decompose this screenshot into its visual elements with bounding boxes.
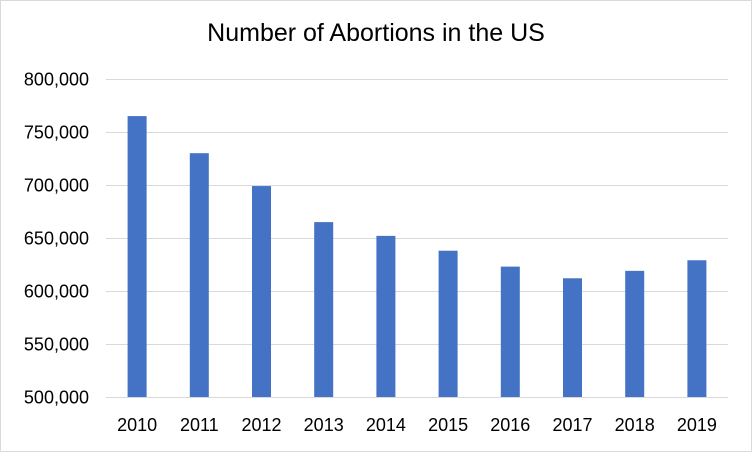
y-tick-label: 550,000 bbox=[24, 335, 89, 355]
chart-title: Number of Abortions in the US bbox=[207, 19, 545, 47]
bar-2013 bbox=[314, 222, 334, 397]
bar-2010 bbox=[127, 116, 147, 397]
y-tick-label: 600,000 bbox=[24, 282, 89, 302]
x-tick-label: 2014 bbox=[366, 415, 406, 435]
bar-2011 bbox=[189, 153, 209, 397]
bar-2017 bbox=[563, 278, 582, 397]
y-tick-label: 750,000 bbox=[24, 123, 89, 143]
x-tick-label: 2012 bbox=[241, 415, 281, 435]
gridlines bbox=[106, 79, 728, 398]
x-tick-label: 2010 bbox=[117, 415, 157, 435]
bar-2015 bbox=[438, 250, 458, 397]
x-tick-label: 2019 bbox=[677, 415, 717, 435]
bars bbox=[127, 116, 707, 397]
x-tick-label: 2016 bbox=[490, 415, 530, 435]
bar-2014 bbox=[376, 235, 396, 397]
x-tick-label: 2015 bbox=[428, 415, 468, 435]
y-axis-tick-labels: 500,000 550,000 600,000 650,000 700,000 750,0… bbox=[24, 70, 89, 408]
y-tick-label: 500,000 bbox=[24, 388, 89, 408]
x-tick-label: 2011 bbox=[180, 415, 219, 435]
x-tick-label: 2013 bbox=[304, 415, 344, 435]
x-tick-label: 2017 bbox=[552, 415, 592, 435]
x-tick-label: 2018 bbox=[615, 415, 655, 435]
bar-2019 bbox=[687, 260, 707, 397]
y-tick-label: 800,000 bbox=[24, 70, 89, 90]
y-tick-label: 700,000 bbox=[24, 176, 89, 196]
bar-2016 bbox=[500, 266, 520, 397]
bar-2012 bbox=[252, 186, 271, 397]
x-axis-tick-labels: 2010 2011 2012 2013 2014 2015 2016 2017 2018 2019 bbox=[117, 415, 717, 435]
y-tick-label: 650,000 bbox=[24, 229, 89, 249]
bar-2018 bbox=[625, 270, 645, 397]
